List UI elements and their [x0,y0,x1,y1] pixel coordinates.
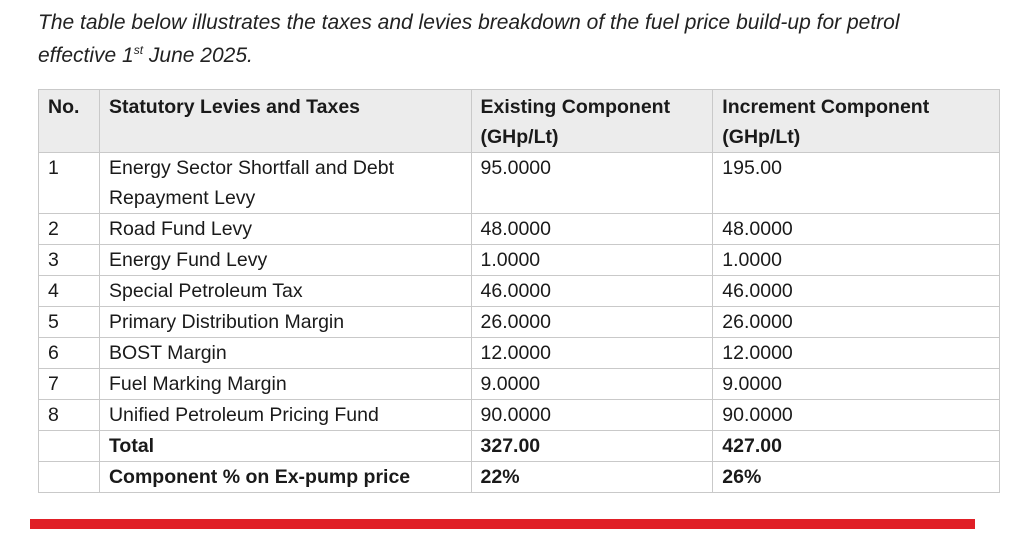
percent-existing: 22% [470,461,714,493]
percent-label: Component % on Ex-pump price [98,461,472,493]
header-no: No. [38,89,100,153]
row-existing: 48.0000 [470,213,714,245]
header-name: Statutory Levies and Taxes [98,89,472,153]
header-increment: Increment Component (GHp/Lt) [712,89,1000,153]
header-increment-unit: (GHp/Lt) [722,126,801,148]
row-name: BOST Margin [98,337,472,369]
row-existing: 26.0000 [470,306,714,338]
row-no: 2 [38,213,100,245]
table-row: 3 Energy Fund Levy 1.0000 1.0000 [38,244,1000,276]
total-increment: 427.00 [712,430,1000,462]
row-no: 1 [38,152,100,214]
row-name-line: Repayment Levy [108,187,256,209]
intro-date-prefix: effective 1 [38,44,134,67]
header-existing-title: Existing Component [480,96,671,118]
total-existing: 327.00 [470,430,714,462]
header-increment-title: Increment Component [722,96,930,118]
row-name: Primary Distribution Margin [98,306,472,338]
row-increment: 1.0000 [712,244,1000,276]
row-existing: 1.0000 [470,244,714,276]
total-row: Total 327.00 427.00 [38,430,1000,462]
row-no: 4 [38,275,100,307]
row-name: Fuel Marking Margin [98,368,472,400]
row-increment: 195.00 [712,152,1000,214]
total-no-cell [38,430,100,462]
table-row: 8 Unified Petroleum Pricing Fund 90.0000… [38,399,1000,431]
percent-increment: 26% [712,461,1000,493]
intro-date-suffix: June 2025. [143,44,253,67]
row-name-line: Energy Sector Shortfall and Debt [108,157,395,179]
row-no: 6 [38,337,100,369]
total-label: Total [98,430,472,462]
table-header-row: No. Statutory Levies and Taxes Existing … [38,89,1000,153]
header-existing: Existing Component (GHp/Lt) [470,89,714,153]
row-increment: 46.0000 [712,275,1000,307]
row-no: 5 [38,306,100,338]
row-name: Energy Sector Shortfall and Debt Repayme… [98,152,472,214]
row-existing: 12.0000 [470,337,714,369]
row-existing: 95.0000 [470,152,714,214]
table-row: 6 BOST Margin 12.0000 12.0000 [38,337,1000,369]
row-existing: 46.0000 [470,275,714,307]
row-existing: 90.0000 [470,399,714,431]
table-row: 7 Fuel Marking Margin 9.0000 9.0000 [38,368,1000,400]
row-increment: 26.0000 [712,306,1000,338]
header-existing-unit: (GHp/Lt) [480,126,559,148]
table-row: 2 Road Fund Levy 48.0000 48.0000 [38,213,1000,245]
row-no: 7 [38,368,100,400]
row-no: 3 [38,244,100,276]
row-name: Road Fund Levy [98,213,472,245]
levies-table: No. Statutory Levies and Taxes Existing … [38,89,1000,493]
table-row: 4 Special Petroleum Tax 46.0000 46.0000 [38,275,1000,307]
intro-date-ordinal: st [133,43,144,57]
intro-line-1: The table below illustrates the taxes an… [38,11,900,34]
table-row: 1 Energy Sector Shortfall and Debt Repay… [38,152,1000,214]
row-name: Unified Petroleum Pricing Fund [98,399,472,431]
row-existing: 9.0000 [470,368,714,400]
row-increment: 48.0000 [712,213,1000,245]
red-divider-bar [30,519,975,529]
row-no: 8 [38,399,100,431]
percent-no-cell [38,461,100,493]
row-increment: 12.0000 [712,337,1000,369]
row-name: Energy Fund Levy [98,244,472,276]
row-increment: 90.0000 [712,399,1000,431]
percent-row: Component % on Ex-pump price 22% 26% [38,461,1000,493]
table-row: 5 Primary Distribution Margin 26.0000 26… [38,306,1000,338]
intro-paragraph: The table below illustrates the taxes an… [38,6,998,72]
intro-line-2: effective 1st June 2025. [38,39,998,72]
row-increment: 9.0000 [712,368,1000,400]
row-name: Special Petroleum Tax [98,275,472,307]
